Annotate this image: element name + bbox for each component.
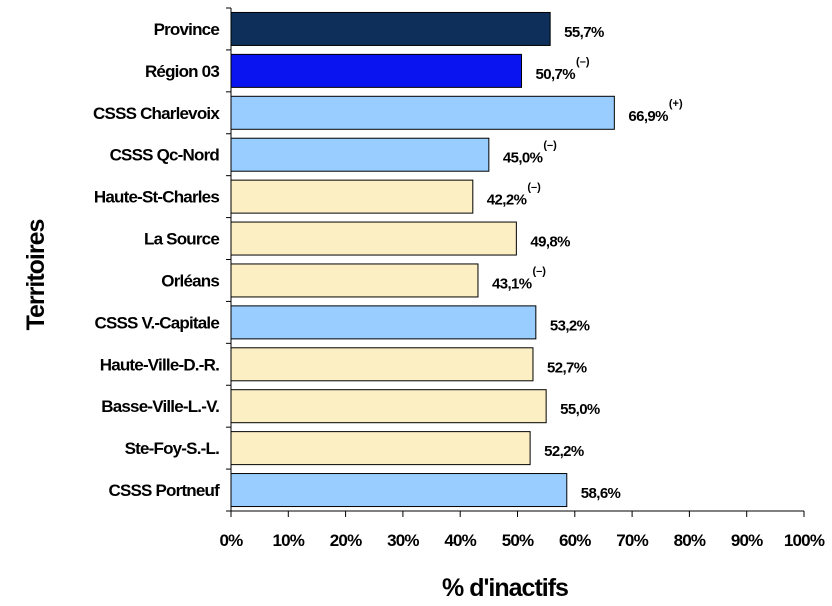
value-label: 52,7% bbox=[547, 359, 587, 376]
labels-layer: Province 55,7%Région 03 50,7%(–)CSSS Charl… bbox=[93, 20, 683, 502]
x-tick-label: 90% bbox=[731, 531, 763, 550]
x-tick-label: 0% bbox=[220, 531, 244, 550]
bar bbox=[230, 137, 490, 172]
category-label: Haute-St-Charles bbox=[94, 188, 219, 207]
value-label: 55,7% bbox=[564, 24, 604, 41]
bar bbox=[230, 11, 551, 46]
category-label: Basse-Ville-L.-V. bbox=[101, 397, 219, 416]
y-axis-title: Territoires bbox=[22, 220, 50, 331]
bar bbox=[230, 305, 537, 340]
category-label: Ste-Foy-S.-L. bbox=[125, 439, 220, 458]
category-label: CSSS Charlevoix bbox=[93, 104, 220, 123]
value-label: 66,9% bbox=[628, 108, 668, 125]
bar bbox=[230, 347, 534, 382]
value-label: 49,8% bbox=[530, 234, 570, 251]
bar bbox=[230, 389, 547, 424]
value-label: 58,6% bbox=[581, 485, 621, 502]
category-label: CSSS V.-Capitale bbox=[94, 313, 219, 332]
value-label: 50,7% bbox=[536, 66, 576, 83]
bars-layer bbox=[230, 11, 615, 508]
bar bbox=[230, 263, 479, 298]
category-label: CSSS Qc-Nord bbox=[110, 146, 220, 165]
category-label: Province bbox=[154, 20, 220, 39]
category-label: La Source bbox=[144, 230, 219, 249]
x-tick-label: 40% bbox=[444, 531, 476, 550]
significance-marker: (–) bbox=[533, 265, 547, 277]
bar bbox=[230, 53, 523, 88]
category-label: CSSS Portneuf bbox=[108, 481, 220, 500]
value-label: 42,2% bbox=[487, 192, 527, 209]
x-tick-label: 20% bbox=[330, 531, 362, 550]
x-tick-label: 10% bbox=[272, 531, 304, 550]
value-label: 43,1% bbox=[492, 275, 532, 292]
value-label: 52,2% bbox=[544, 443, 584, 460]
significance-marker: (+) bbox=[669, 98, 683, 110]
axes-layer: 0% 10% 20% 30% 40% 50% 60% 70% 80% 90% 100% bbox=[220, 7, 826, 550]
significance-marker: (–) bbox=[543, 140, 557, 152]
bar bbox=[230, 95, 615, 130]
category-label: Orléans bbox=[161, 271, 219, 290]
value-label: 55,0% bbox=[560, 401, 600, 418]
bar bbox=[230, 431, 531, 466]
value-label: 53,2% bbox=[550, 317, 590, 334]
significance-marker: (–) bbox=[527, 182, 541, 194]
x-tick-label: 50% bbox=[502, 531, 534, 550]
value-label: 45,0% bbox=[503, 150, 543, 167]
bar bbox=[230, 221, 517, 256]
category-label: Région 03 bbox=[145, 62, 219, 81]
significance-marker: (–) bbox=[576, 56, 590, 68]
x-tick-label: 60% bbox=[559, 531, 591, 550]
x-tick-label: 100% bbox=[784, 531, 825, 550]
bar bbox=[230, 473, 568, 508]
x-tick-label: 70% bbox=[616, 531, 648, 550]
x-tick-label: 30% bbox=[387, 531, 419, 550]
x-tick-label: 80% bbox=[674, 531, 706, 550]
bar bbox=[230, 179, 474, 214]
x-axis-title: % d'inactifs bbox=[442, 574, 568, 602]
category-label: Haute-Ville-D.-R. bbox=[100, 355, 219, 374]
